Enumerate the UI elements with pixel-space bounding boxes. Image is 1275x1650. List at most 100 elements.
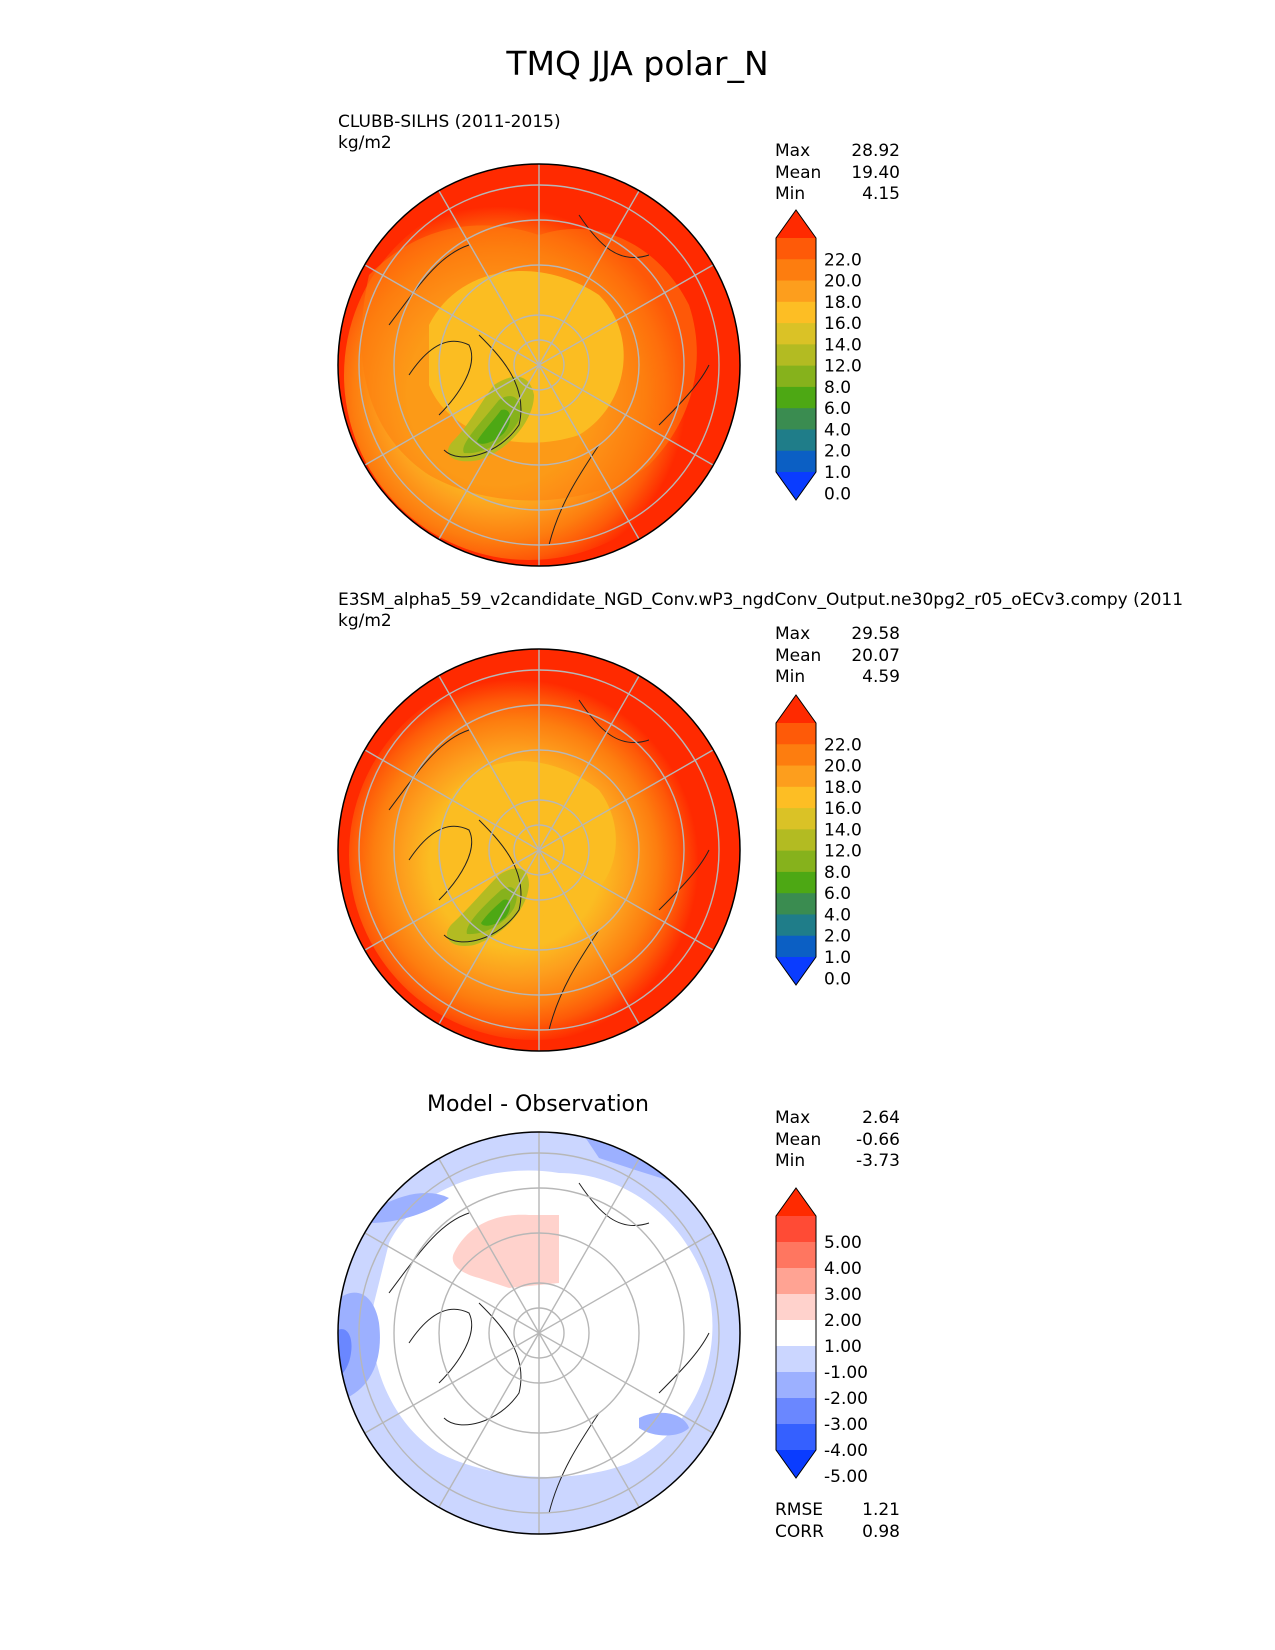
- colorbar-tick-label: 2.00: [824, 1311, 862, 1331]
- polar-map-difference: [337, 1131, 741, 1535]
- colorbar-segment: [776, 765, 816, 788]
- colorbar-outline: [775, 1187, 817, 1479]
- colorbar-tick-label: 12.0: [824, 357, 862, 377]
- colorbar-tick-label: 3.00: [824, 1285, 862, 1305]
- stat-value: 4.59: [862, 667, 900, 687]
- coastline: [388, 1182, 710, 1514]
- stat-value: -0.66: [856, 1129, 900, 1150]
- stat-value: 20.07: [851, 645, 900, 666]
- colorbar-model: 22.020.018.016.014.012.08.06.04.02.01.00…: [775, 694, 862, 989]
- colorbar-tick-label: 1.0: [824, 948, 851, 968]
- colorbar-tick-label: 2.0: [824, 927, 851, 947]
- colorbar-tick-label: 6.0: [824, 399, 851, 419]
- colorbar-tick-label: 16.0: [824, 314, 862, 334]
- colorbar-tick-label: -3.00: [824, 1415, 868, 1435]
- colorbar-segment: [776, 893, 816, 915]
- stat-value: 1.21: [862, 1500, 900, 1520]
- panel-1-title: CLUBB-SILHS (2011-2015) kg/m2: [338, 112, 561, 154]
- colorbar-segment: [776, 1242, 816, 1269]
- colorbar-tick-label: 1.00: [824, 1337, 862, 1357]
- colorbar-tick-label: 6.0: [824, 884, 851, 904]
- colorbar-tick-label: 2.0: [824, 442, 851, 462]
- polar-map-reference: [337, 163, 741, 567]
- colorbar-extend-bottom: [776, 472, 816, 500]
- colorbar-tick-label: 8.0: [824, 863, 851, 883]
- colorbar-tick-label: 4.0: [824, 905, 851, 925]
- colorbar-segment: [776, 744, 816, 767]
- colorbar-segment: [776, 280, 816, 303]
- colorbar-extend-bottom: [776, 957, 816, 985]
- panel-2-name: E3SM_alpha5_59_v2candidate_NGD_Conv.wP3_…: [338, 590, 1184, 610]
- colorbar-segment: [776, 429, 816, 452]
- colorbar-segment: [776, 344, 816, 367]
- colorbar-outline: [775, 209, 817, 501]
- colorbar-segment: [776, 450, 816, 473]
- stat-label: Mean: [775, 645, 822, 666]
- coastline: [388, 214, 710, 546]
- map-boundary: [337, 163, 741, 567]
- colorbar-segment: [776, 808, 816, 830]
- stat-label: RMSE: [775, 1500, 824, 1520]
- colorbar-tick-label: 18.0: [824, 778, 862, 798]
- stat-label: Max: [775, 141, 811, 161]
- panel-1-name: CLUBB-SILHS (2011-2015): [338, 112, 561, 132]
- graticule: [358, 164, 720, 566]
- stat-label: Min: [775, 184, 806, 204]
- stat-label: Mean: [775, 1129, 822, 1150]
- colorbar-segment: [776, 850, 816, 873]
- panel-1-units: kg/m2: [338, 133, 392, 153]
- coastline: [388, 699, 710, 1031]
- figure-title: TMQ JJA polar_N: [506, 44, 769, 83]
- stat-label: Max: [775, 624, 811, 644]
- colorbar-extend-bottom: [776, 1450, 816, 1478]
- colorbar-segment: [776, 829, 816, 852]
- negative-bias-southeast: [639, 1412, 689, 1436]
- colorbar-reference: 22.020.018.016.014.012.08.06.04.02.01.00…: [775, 209, 862, 504]
- colorbar-segment: [776, 1424, 816, 1451]
- panel-3-extra-stats: RMSE 1.21 CORR 0.98: [775, 1500, 900, 1543]
- colorbar-segment: [776, 871, 816, 894]
- colorbar-extend-top: [776, 695, 816, 723]
- field-patch-yellow: [439, 761, 616, 917]
- colorbar-segment: [776, 1216, 816, 1243]
- colorbar-segment: [776, 365, 816, 388]
- colorbar-tick-label: 22.0: [824, 250, 862, 270]
- map-boundary: [337, 1131, 741, 1535]
- colorbar-tick-label: 16.0: [824, 799, 862, 819]
- stat-value: 2.64: [862, 1108, 900, 1128]
- colorbar-tick-label: -4.00: [824, 1441, 868, 1461]
- colorbar-segment: [776, 386, 816, 409]
- graticule: [358, 649, 720, 1051]
- panel-2-units: kg/m2: [338, 611, 392, 631]
- colorbar-segment: [776, 238, 816, 260]
- stat-value: 29.58: [851, 624, 900, 644]
- colorbar-tick-label: 4.0: [824, 420, 851, 440]
- stat-value: 28.92: [851, 141, 900, 161]
- colorbar-segment: [776, 301, 816, 324]
- colorbar-tick-label: 14.0: [824, 335, 862, 355]
- colorbar-segment: [776, 1372, 816, 1399]
- stat-label: Mean: [775, 162, 822, 183]
- stat-value: 4.15: [862, 184, 900, 204]
- stat-label: Max: [775, 1108, 811, 1128]
- colorbar-outline: [775, 694, 817, 986]
- panel-3-stats: Max 2.64 Mean -0.66 Min -3.73: [775, 1108, 900, 1173]
- colorbar-segment: [776, 259, 816, 282]
- colorbar-extend-top: [776, 210, 816, 238]
- colorbar-tick-label: 8.0: [824, 378, 851, 398]
- stat-label: Min: [775, 667, 806, 687]
- colorbar-extend-top: [776, 1188, 816, 1216]
- greenland-moisture-lowest: [481, 899, 511, 926]
- map-boundary: [337, 648, 741, 1052]
- colorbar-tick-label: -2.00: [824, 1389, 868, 1409]
- colorbar-tick-label: 0.0: [824, 969, 851, 989]
- colorbar-tick-label: 14.0: [824, 820, 862, 840]
- stat-value: 0.98: [862, 1521, 900, 1542]
- colorbar-segment: [776, 1320, 816, 1347]
- colorbar-segment: [776, 1294, 816, 1321]
- colorbar-segment: [776, 323, 816, 345]
- colorbar-tick-label: 5.00: [824, 1233, 862, 1253]
- colorbar-tick-label: 4.00: [824, 1259, 862, 1279]
- colorbar-tick-label: 20.0: [824, 272, 862, 292]
- negative-bias-west: [338, 1292, 380, 1403]
